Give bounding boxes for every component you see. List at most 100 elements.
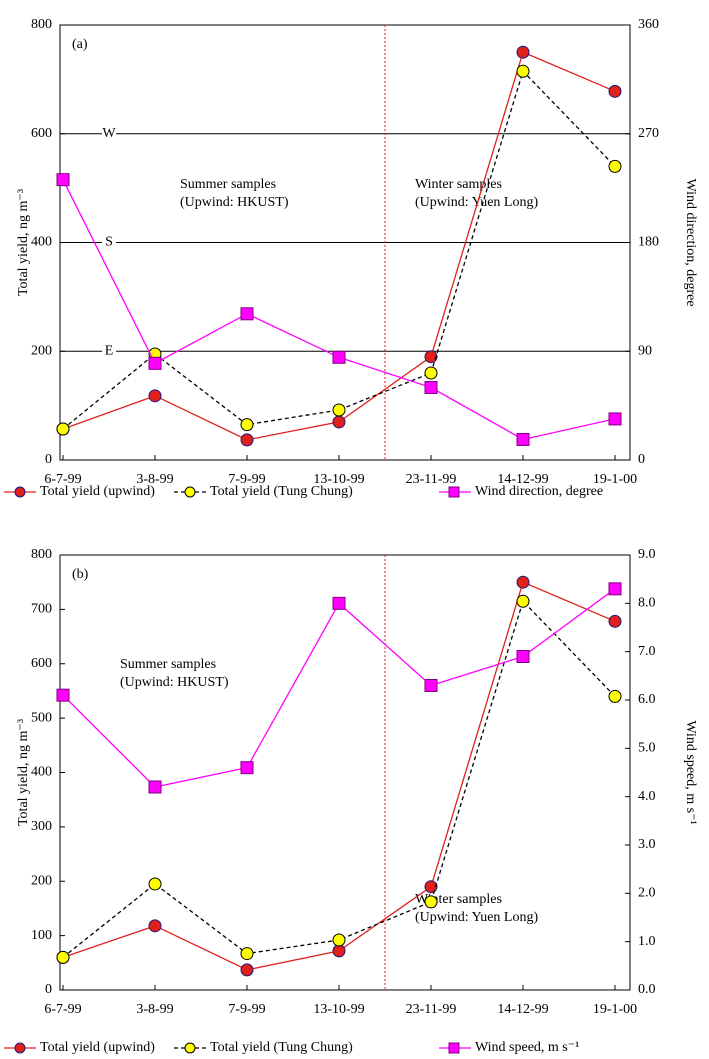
data-point (332, 415, 346, 429)
y2-tick-label: 6.0 (638, 692, 656, 707)
reference-label: S (105, 235, 113, 250)
y2-tick-label: 9.0 (638, 547, 656, 562)
data-point (240, 418, 254, 432)
legend-label: Total yield (Tung Chung) (210, 1040, 353, 1055)
data-point (240, 761, 254, 775)
legend-marker (448, 486, 460, 498)
data-point (148, 356, 162, 370)
y-tick-label: 200 (31, 873, 52, 888)
x-tick-label: 23-11-99 (406, 472, 457, 487)
y2-tick-label: 3.0 (638, 837, 656, 852)
legend-label: Total yield (Tung Chung) (210, 484, 353, 499)
x-tick-label: 6-7-99 (44, 472, 81, 487)
annotation: (Upwind: HKUST) (120, 675, 229, 690)
legend-label: Total yield (upwind) (40, 484, 155, 499)
y2-tick-label: 7.0 (638, 644, 656, 659)
series-line (62, 599, 616, 958)
y2-axis-label: Wind speed, m s⁻¹ (683, 720, 698, 824)
y-tick-label: 800 (31, 17, 52, 32)
data-point (424, 350, 438, 364)
data-point (332, 350, 346, 364)
y2-tick-label: 4.0 (638, 789, 656, 804)
data-point (424, 679, 438, 692)
y-tick-label: 0 (45, 982, 52, 997)
data-point (516, 432, 530, 446)
data-point (608, 84, 622, 98)
reference-label-bg (102, 343, 116, 360)
data-point (516, 594, 530, 608)
data-point (240, 307, 254, 321)
data-point (148, 919, 162, 933)
legend-label: Total yield (upwind) (40, 1040, 155, 1055)
y-axis-label: Total yield, ng m⁻³ (16, 189, 31, 296)
data-point (332, 403, 346, 417)
data-point (516, 64, 530, 78)
annotation: (Upwind: Yuen Long) (415, 910, 538, 925)
y2-tick-label: 1.0 (638, 934, 656, 949)
plot-frame (59, 554, 631, 991)
data-point (516, 650, 530, 663)
data-point (424, 880, 438, 894)
data-point (56, 422, 70, 436)
x-tick-label: 14-12-99 (497, 1002, 548, 1017)
y-tick-label: 400 (31, 765, 52, 780)
x-tick-label: 6-7-99 (44, 1002, 81, 1017)
data-point (332, 944, 346, 958)
data-point (148, 877, 162, 891)
data-point (56, 173, 70, 187)
y2-tick-label: 0 (638, 452, 645, 467)
series-line (62, 51, 616, 441)
x-tick-label: 13-10-99 (313, 1002, 364, 1017)
y-tick-label: 600 (31, 126, 52, 141)
data-point (148, 389, 162, 403)
x-tick-label: 14-12-99 (497, 472, 548, 487)
reference-label-bg (102, 125, 116, 142)
legend-marker (14, 486, 26, 498)
x-tick-label: 7-9-99 (228, 472, 265, 487)
x-tick-label: 19-1-00 (593, 472, 637, 487)
reference-label: E (105, 343, 114, 358)
x-tick-label: 3-8-99 (136, 472, 173, 487)
y2-tick-label: 270 (638, 126, 659, 141)
annotation: Summer samples (180, 177, 276, 192)
data-point (56, 950, 70, 964)
y2-tick-label: 0.0 (638, 982, 656, 997)
x-tick-label: 13-10-99 (313, 472, 364, 487)
data-point (240, 963, 254, 977)
data-point (424, 366, 438, 380)
data-point (608, 412, 622, 426)
reference-label: W (102, 126, 116, 141)
y-tick-label: 100 (31, 928, 52, 943)
annotation: (Upwind: HKUST) (180, 195, 289, 210)
data-point (148, 780, 162, 794)
annotation: (Upwind: Yuen Long) (415, 195, 538, 210)
legend-marker (184, 486, 196, 498)
annotation: Winter samples (415, 177, 502, 192)
y-tick-label: 800 (31, 547, 52, 562)
panel-label: (b) (72, 567, 89, 582)
y2-tick-label: 360 (638, 17, 659, 32)
data-point (608, 689, 622, 703)
y2-tick-label: 2.0 (638, 886, 656, 901)
data-point (56, 688, 70, 702)
y2-axis-label: Wind direction, degree (683, 178, 698, 306)
y2-tick-label: 8.0 (638, 596, 656, 611)
data-point (240, 947, 254, 961)
series-line (62, 179, 616, 441)
y-tick-label: 0 (45, 452, 52, 467)
data-point (608, 614, 622, 628)
data-point (516, 45, 530, 59)
reference-label-bg (102, 234, 116, 251)
data-point (332, 933, 346, 947)
panel-label: (a) (72, 37, 88, 52)
legend-marker (448, 1042, 460, 1054)
data-point (240, 433, 254, 447)
x-tick-label: 7-9-99 (228, 1002, 265, 1017)
series-line (62, 69, 616, 430)
data-point (424, 895, 438, 909)
y-tick-label: 600 (31, 656, 52, 671)
data-point (608, 159, 622, 173)
legend-marker (184, 1042, 196, 1054)
y2-tick-label: 90 (638, 343, 652, 358)
